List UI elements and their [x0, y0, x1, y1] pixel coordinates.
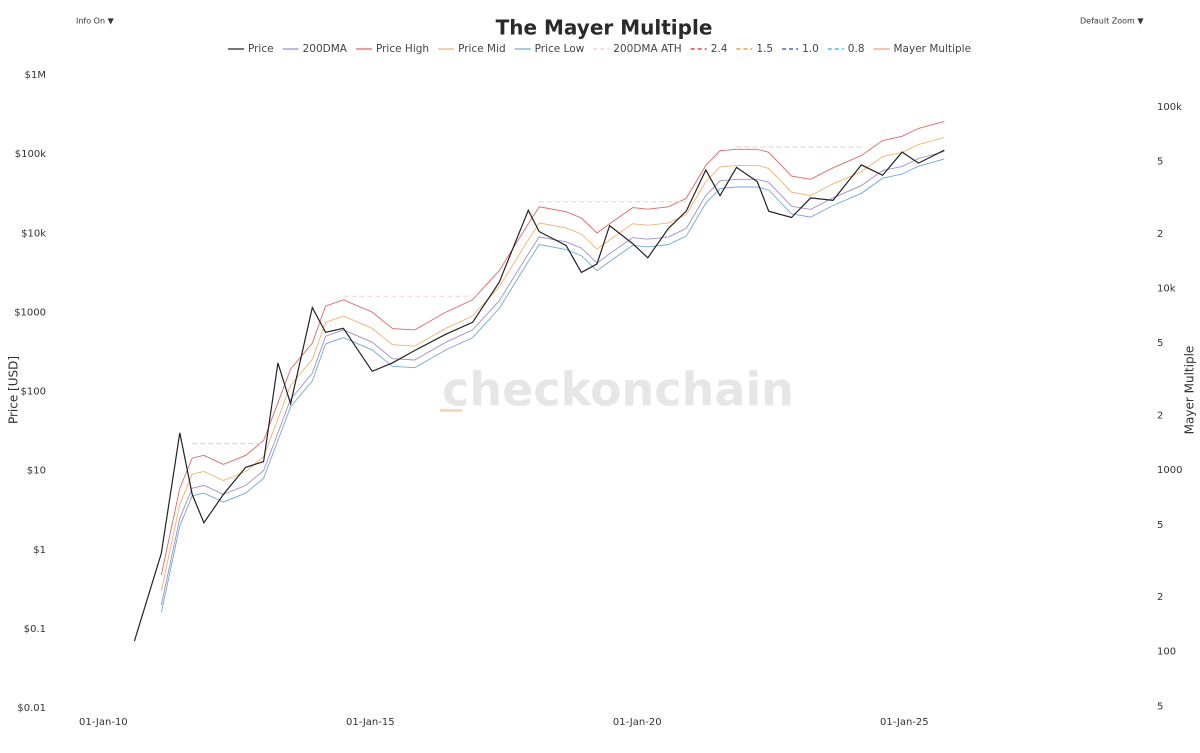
zoom-control[interactable]: Default Zoom ▼ [1080, 17, 1144, 26]
y-tick-label: $100k [15, 149, 46, 160]
y-tick-label: $1M [25, 70, 46, 81]
y-tick-label: $10 [27, 466, 46, 477]
y2-tick-label: 2 [1157, 229, 1163, 240]
legend-label: 2.4 [711, 43, 728, 55]
x-tick-label: 01-Jan-10 [79, 717, 128, 728]
x-tick-label: 01-Jan-15 [346, 717, 395, 728]
legend-label: Mayer Multiple [894, 43, 972, 55]
y2-axis-title: Mayer Multiple [1183, 346, 1197, 435]
y-axis-title: Price [USD] [7, 356, 21, 424]
series-line [160, 158, 945, 613]
y2-tick-label: 5 [1157, 157, 1163, 168]
y-tick-label: $1000 [14, 307, 46, 318]
series-line [160, 120, 945, 576]
chart-title: The Mayer Multiple [496, 16, 713, 40]
info-toggle[interactable]: Info On ▼ [76, 17, 115, 26]
series-line [160, 151, 945, 606]
y-tick-label: $100 [21, 387, 46, 398]
x-tick-label: 01-Jan-20 [613, 717, 662, 728]
legend-label: 1.5 [756, 43, 773, 55]
legend-label: Price High [376, 43, 429, 55]
legend-label: 200DMA ATH [613, 43, 681, 55]
x-tick-label: 01-Jan-25 [880, 717, 929, 728]
y-tick-label: $1 [33, 545, 46, 556]
y2-tick-label: 2 [1157, 592, 1163, 603]
watermark-mark [440, 409, 462, 412]
legend-label: 200DMA [303, 43, 348, 55]
series-line [133, 149, 945, 642]
y2-tick-label: 5 [1157, 338, 1163, 349]
series-line [192, 146, 862, 444]
y2-tick-label: 5 [1157, 520, 1163, 531]
y2-tick-label: 100k [1157, 102, 1182, 113]
legend-label: Price [248, 43, 274, 55]
y2-tick-label: 1000 [1157, 465, 1182, 476]
legend-label: Price Mid [458, 43, 506, 55]
y2-tick-label: 2 [1157, 410, 1163, 421]
legend-label: 0.8 [848, 43, 865, 55]
y2-tick-label: 100 [1157, 647, 1176, 658]
y-tick-label: $0.01 [17, 703, 46, 714]
series-line [160, 137, 945, 592]
y2-tick-label: 5 [1157, 701, 1163, 712]
y2-tick-label: 10k [1157, 284, 1176, 295]
legend: Price 200DMA Price High Price Mid Price Low 2… [227, 43, 972, 55]
legend-label: 1.0 [802, 43, 819, 55]
y-tick-label: $0.1 [24, 624, 46, 635]
watermark: checkonchain [442, 363, 794, 417]
y-tick-label: $10k [21, 228, 46, 239]
legend-label: Price Low [535, 43, 585, 55]
